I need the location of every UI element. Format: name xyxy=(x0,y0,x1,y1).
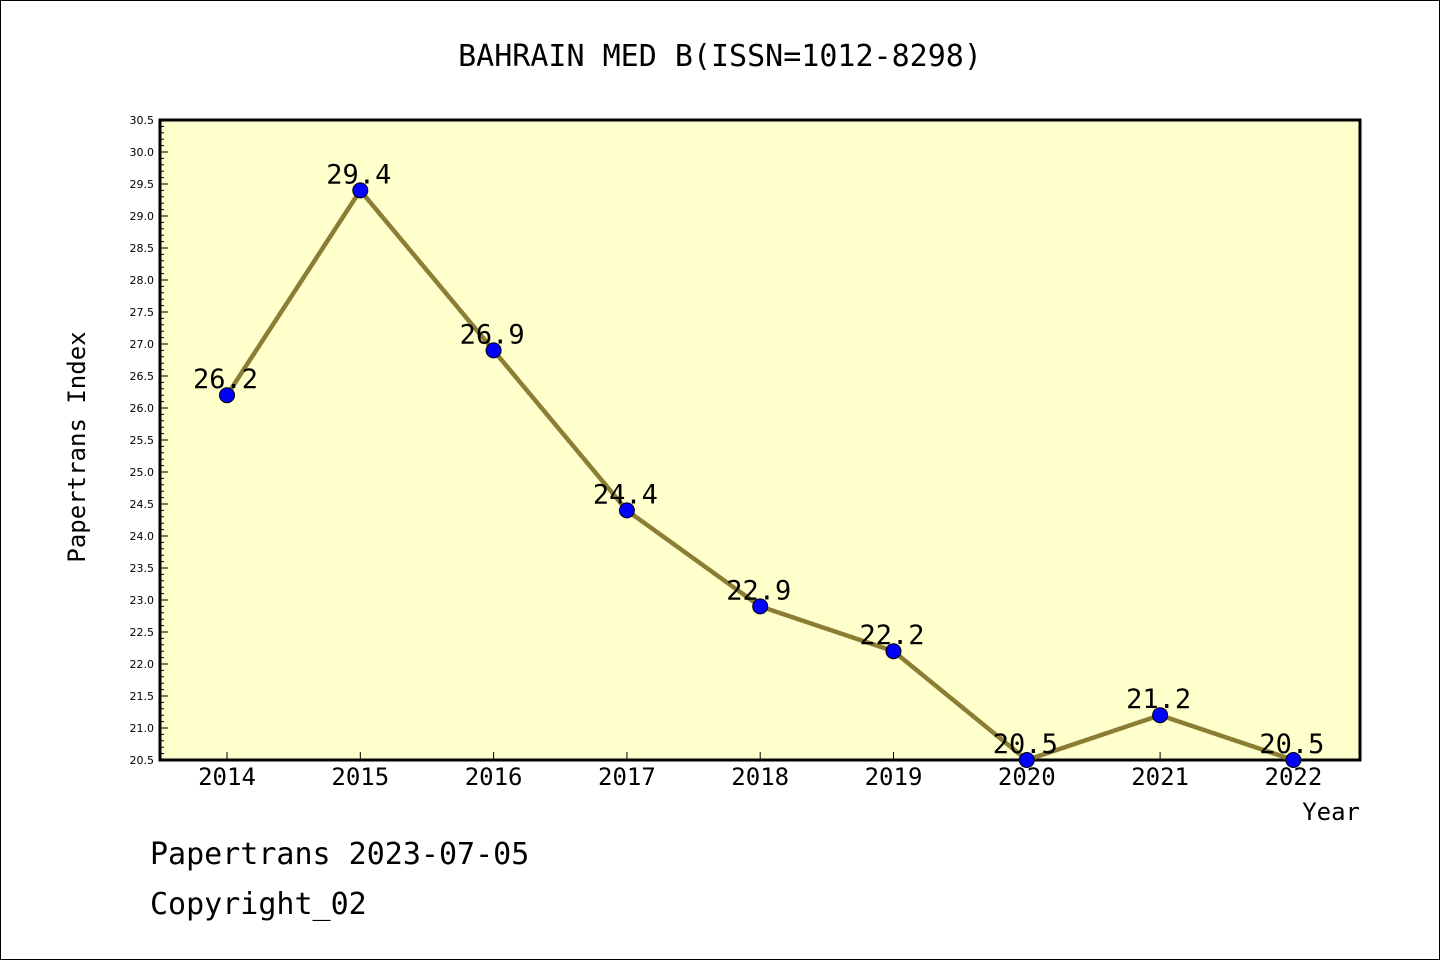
chart-title: BAHRAIN MED B(ISSN=1012-8298) xyxy=(458,39,982,74)
data-point xyxy=(219,387,235,404)
y-tick-label: 30.5 xyxy=(130,114,155,127)
data-label: 20.5 xyxy=(993,729,1058,760)
data-label: 26.9 xyxy=(460,319,525,350)
x-tick-label: 2019 xyxy=(865,763,923,791)
y-tick-label: 23.0 xyxy=(130,594,155,607)
y-tick-label: 27.5 xyxy=(130,306,155,319)
data-point xyxy=(352,182,369,199)
data-point xyxy=(885,643,902,660)
x-tick-label: 2021 xyxy=(1131,763,1189,791)
data-label: 21.2 xyxy=(1126,684,1191,715)
y-tick-label: 23.5 xyxy=(130,562,155,575)
y-tick-label: 25.0 xyxy=(130,466,155,479)
x-axis: 2014 2015 2016 2017 2018 2019 2020 2021 2022 xyxy=(198,752,1322,791)
x-axis-label: Year xyxy=(1302,798,1360,826)
data-label: 22.2 xyxy=(860,620,925,651)
y-tick-label: 21.0 xyxy=(130,722,155,735)
y-tick-label: 21.5 xyxy=(130,690,155,703)
x-tick-label: 2014 xyxy=(198,763,256,791)
data-point xyxy=(618,502,635,519)
data-label: 22.9 xyxy=(726,575,791,606)
y-tick-label: 29.5 xyxy=(130,178,155,191)
y-tick-label: 28.5 xyxy=(130,242,155,255)
y-tick-label: 20.5 xyxy=(130,754,155,767)
footer-copyright: Copyright_02 xyxy=(150,887,367,922)
y-tick-label: 26.0 xyxy=(130,402,155,415)
data-point xyxy=(485,342,502,359)
plot-area xyxy=(158,118,1362,762)
x-tick-label: 2018 xyxy=(731,763,789,791)
y-tick-label: 22.5 xyxy=(130,626,155,639)
data-label: 20.5 xyxy=(1259,729,1324,760)
y-tick-label: 26.5 xyxy=(130,370,155,383)
data-point xyxy=(1018,752,1035,768)
data-point xyxy=(1285,752,1302,768)
y-tick-label: 29.0 xyxy=(130,210,155,223)
y-tick-label: 22.0 xyxy=(130,658,155,671)
data-label: 26.2 xyxy=(193,364,258,395)
y-axis-label: Papertrans Index xyxy=(63,331,91,562)
data-labels: 26.2 29.4 26.9 24.4 22.9 22.2 20.5 21.2 20.5 xyxy=(193,159,1324,760)
y-tick-label: 27.0 xyxy=(130,338,155,351)
data-markers xyxy=(219,182,1302,768)
x-tick-label: 2015 xyxy=(331,763,389,791)
y-tick-label: 28.0 xyxy=(130,274,155,287)
y-tick-label: 30.0 xyxy=(130,146,155,159)
y-tick-label: 24.5 xyxy=(130,498,155,511)
x-tick-label: 2016 xyxy=(465,763,523,791)
y-tick-label: 24.0 xyxy=(130,530,155,543)
footer-date: Papertrans 2023-07-05 xyxy=(150,837,529,872)
data-label: 29.4 xyxy=(326,159,391,190)
x-tick-label: 2017 xyxy=(598,763,656,791)
data-point xyxy=(752,598,769,615)
y-axis: 20.5 21.0 21.5 22.0 22.5 23.0 23.5 24.0 24.5 25.0… xyxy=(130,114,168,767)
data-point xyxy=(1152,707,1169,724)
data-label: 24.4 xyxy=(593,479,658,510)
y-tick-label: 25.5 xyxy=(130,434,155,447)
